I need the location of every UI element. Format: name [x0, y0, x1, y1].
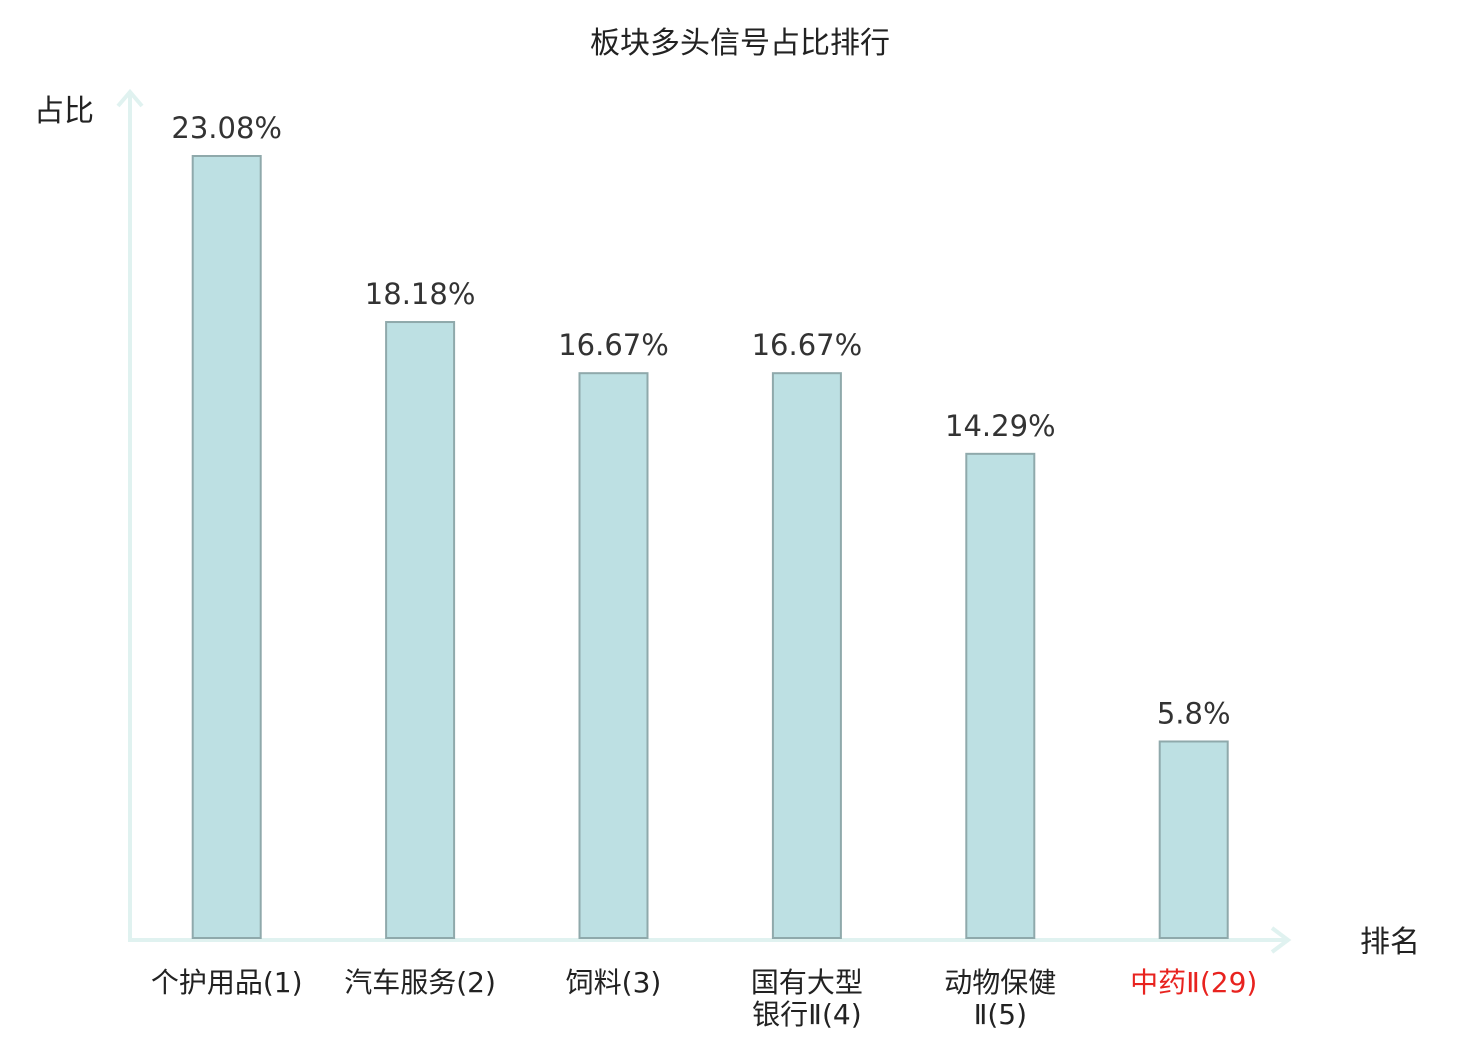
bar-3: [578, 372, 649, 939]
chart-title: 板块多头信号占比排行: [590, 26, 890, 61]
x-axis-label: 排名: [1360, 925, 1420, 960]
value-label-3: 16.67%: [558, 328, 669, 362]
value-label-5: 14.29%: [945, 409, 1056, 443]
bar-6: [1158, 740, 1229, 939]
y-axis: [116, 88, 144, 940]
category-label-6: 中药Ⅱ(29): [1130, 966, 1257, 999]
category-label-4: 国有大型银行Ⅱ(4): [751, 966, 863, 1031]
value-label-2: 18.18%: [365, 277, 476, 311]
bars: [191, 155, 1229, 939]
category-label-1: 个护用品(1): [151, 966, 303, 999]
category-label-5: 动物保健 Ⅱ(5): [944, 966, 1056, 1031]
value-label-4: 16.67%: [752, 328, 863, 362]
category-label-line: 银行Ⅱ(4): [752, 998, 861, 1031]
value-label-1: 23.08%: [171, 111, 282, 145]
category-label-2: 汽车服务(2): [344, 966, 496, 999]
category-label-line: 国有大型: [751, 966, 863, 999]
value-labels: 23.08% 18.18% 16.67% 16.67% 14.29% 5.8%: [171, 111, 1230, 730]
bar-2: [385, 321, 456, 939]
bar-4: [771, 372, 842, 939]
value-label-6: 5.8%: [1157, 696, 1231, 730]
category-label-line: Ⅱ(5): [974, 998, 1027, 1031]
category-label-3: 饲料(3): [566, 966, 662, 999]
category-labels: 个护用品(1) 汽车服务(2) 饲料(3) 国有大型银行Ⅱ(4) 动物保健 Ⅱ(5) 中药Ⅱ…: [151, 966, 1257, 1031]
bar-5: [965, 452, 1036, 939]
bar-1: [191, 155, 262, 939]
y-axis-label: 占比: [34, 94, 94, 129]
x-axis: [128, 926, 1292, 954]
category-label-line: 动物保健: [944, 966, 1056, 999]
